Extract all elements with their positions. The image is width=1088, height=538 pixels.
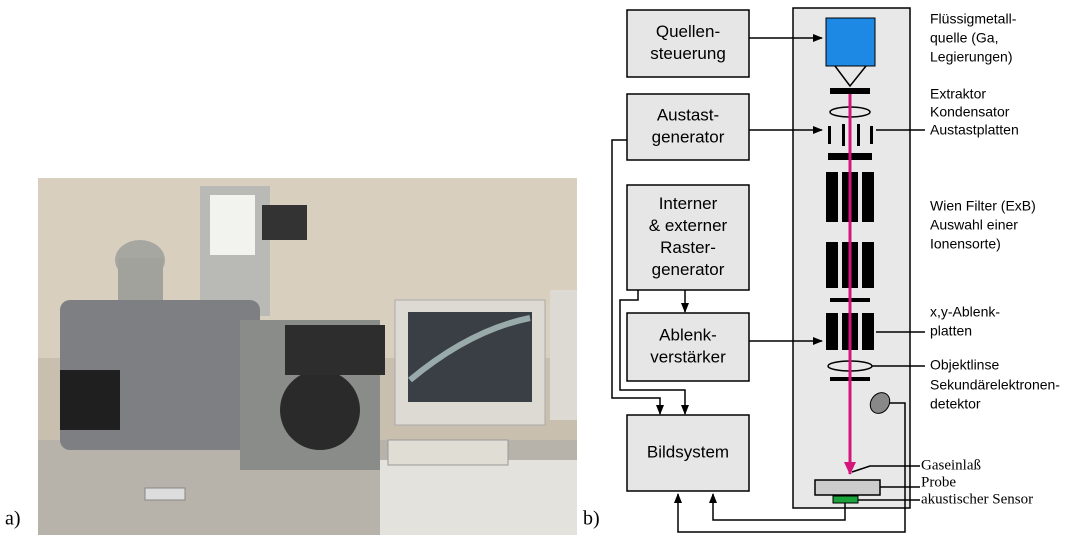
part-label: detektor: [930, 396, 981, 412]
box-label: verstärker: [650, 347, 726, 366]
caption: b): [583, 508, 600, 530]
part-label: Sekundärelektronen-: [930, 377, 1060, 393]
box-label: steuerung: [650, 44, 726, 63]
part-label: Wien Filter (ExB): [930, 198, 1036, 214]
box-label: & externer: [649, 216, 728, 235]
box-label: Bildsystem: [647, 442, 729, 461]
part-label: Ionensorte): [930, 236, 1001, 252]
box-label: Interner: [659, 194, 718, 213]
caption: a): [5, 508, 21, 530]
figure: a) b): [0, 0, 1088, 538]
part-label: Kondensator: [930, 104, 1010, 120]
box-label: Ablenk-: [659, 325, 717, 344]
part-label: Gaseinlaß: [921, 457, 981, 473]
photo: [38, 178, 577, 535]
box-label: Raster-: [660, 238, 716, 257]
part-label: Extraktor: [930, 86, 986, 102]
part-label: platten: [930, 323, 972, 339]
part-label: x,y-Ablenk-: [930, 304, 1000, 320]
part-label: akustischer Sensor: [921, 491, 1033, 507]
box-label: generator: [652, 260, 725, 279]
part-label: Legierungen): [930, 49, 1013, 65]
part-label: Flüssigmetall-: [930, 11, 1017, 27]
part-label: Objektlinse: [930, 357, 999, 373]
box-label: Quellen-: [656, 22, 720, 41]
part-label: Auswahl einer: [930, 217, 1018, 233]
part-label: Austastplatten: [930, 122, 1019, 138]
part-label: Probe: [921, 474, 956, 490]
box-label: Austast-: [657, 105, 719, 124]
box-label: generator: [652, 127, 725, 146]
part-label: quelle (Ga,: [930, 30, 998, 46]
